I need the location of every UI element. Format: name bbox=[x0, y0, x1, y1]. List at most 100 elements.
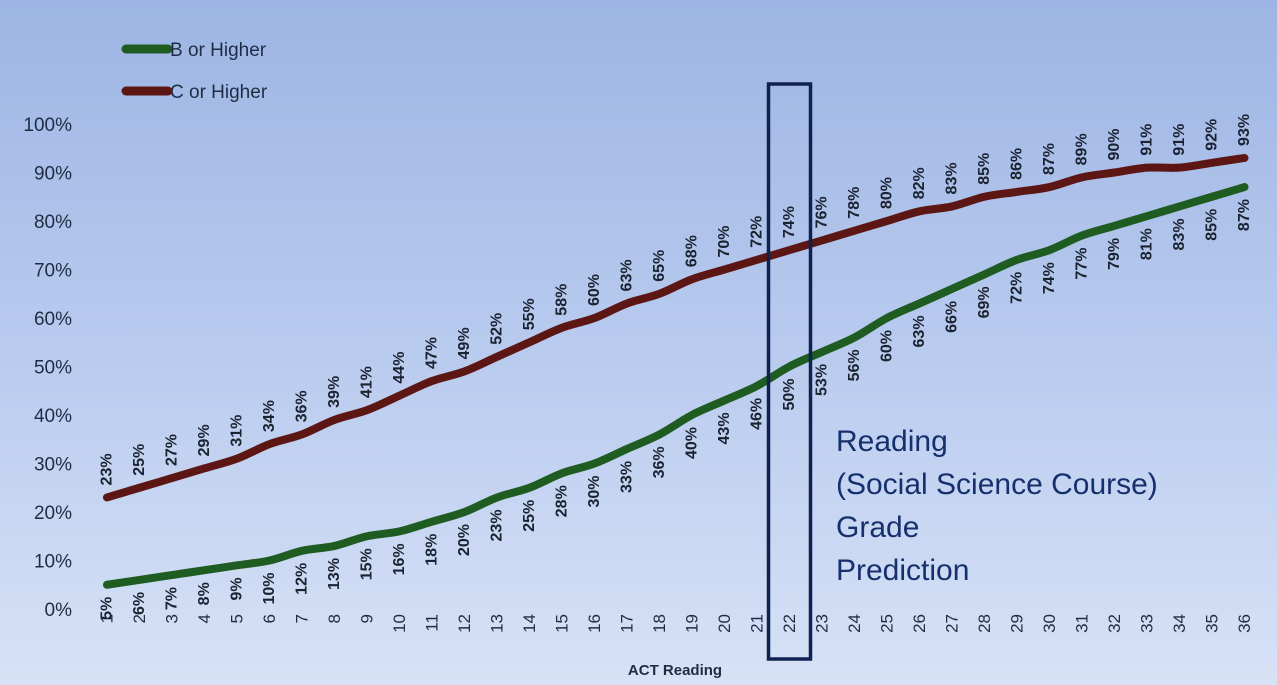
c-or-higher-data-label: 58% bbox=[554, 284, 571, 316]
c-or-higher-data-label: 90% bbox=[1106, 128, 1123, 160]
b-or-higher-data-label: 63% bbox=[911, 315, 928, 347]
b-or-higher-data-label: 56% bbox=[846, 349, 863, 381]
c-or-higher-data-label: 82% bbox=[911, 167, 928, 199]
x-tick-label: 31 bbox=[1073, 614, 1092, 633]
c-or-higher-data-label: 55% bbox=[521, 298, 538, 330]
c-or-higher-data-label: 63% bbox=[619, 259, 636, 291]
c-or-higher-data-label: 86% bbox=[1009, 148, 1026, 180]
c-or-higher-data-label: 89% bbox=[1074, 133, 1091, 165]
x-tick-label: 15 bbox=[553, 614, 572, 633]
x-tick-label: 13 bbox=[488, 614, 507, 633]
x-tick-label: 10 bbox=[390, 614, 409, 633]
b-or-higher-data-label: 25% bbox=[521, 500, 538, 532]
x-tick-label: 35 bbox=[1203, 614, 1222, 633]
b-or-higher-data-label: 30% bbox=[586, 476, 603, 508]
b-or-higher-data-label: 50% bbox=[781, 379, 798, 411]
x-tick-label: 22 bbox=[780, 614, 799, 633]
b-or-higher-data-label: 8% bbox=[196, 582, 213, 605]
b-or-higher-data-label: 9% bbox=[229, 577, 246, 600]
c-or-higher-data-label: 49% bbox=[456, 327, 473, 359]
legend-label-c: C or Higher bbox=[170, 82, 268, 103]
c-or-higher-data-label: 78% bbox=[846, 187, 863, 219]
c-or-higher-data-label: 74% bbox=[781, 206, 798, 238]
x-tick-label: 28 bbox=[975, 614, 994, 633]
b-or-higher-data-label: 87% bbox=[1236, 199, 1253, 231]
b-or-higher-data-label: 20% bbox=[456, 524, 473, 556]
b-or-higher-data-label: 6% bbox=[131, 592, 148, 615]
x-tick-label: 6 bbox=[260, 614, 279, 623]
c-or-higher-line bbox=[103, 153, 1249, 502]
c-or-higher-data-label: 31% bbox=[229, 415, 246, 447]
b-or-higher-data-label: 72% bbox=[1009, 272, 1026, 304]
x-tick-label: 21 bbox=[748, 614, 767, 633]
b-or-higher-data-label: 79% bbox=[1106, 238, 1123, 270]
x-tick-label: 19 bbox=[683, 614, 702, 633]
y-tick-label: 30% bbox=[34, 455, 72, 476]
c-or-higher-data-label: 80% bbox=[879, 177, 896, 209]
annotation-line: Reading bbox=[836, 425, 948, 458]
y-tick-label: 50% bbox=[34, 358, 72, 379]
y-tick-label: 70% bbox=[34, 261, 72, 282]
legend-label-b: B or Higher bbox=[170, 40, 267, 61]
c-or-higher-data-label: 76% bbox=[814, 196, 831, 228]
b-or-higher-data-label: 74% bbox=[1041, 262, 1058, 294]
b-or-higher-data-label: 60% bbox=[879, 330, 896, 362]
y-tick-label: 10% bbox=[34, 552, 72, 573]
c-or-higher-data-label: 68% bbox=[684, 235, 701, 267]
x-tick-label: 3 bbox=[163, 614, 182, 623]
annotation-line: Prediction bbox=[836, 554, 970, 587]
b-or-higher-data-label: 43% bbox=[716, 412, 733, 444]
y-tick-label: 60% bbox=[34, 309, 72, 330]
c-or-higher-data-label: 25% bbox=[131, 444, 148, 476]
x-tick-label: 4 bbox=[195, 614, 214, 623]
y-tick-label: 40% bbox=[34, 406, 72, 427]
x-axis-title: ACT Reading bbox=[628, 662, 722, 679]
b-or-higher-data-label: 83% bbox=[1171, 218, 1188, 250]
c-or-higher-data-label: 27% bbox=[164, 434, 181, 466]
b-or-higher-data-label: 66% bbox=[944, 301, 961, 333]
c-or-higher-data-label: 85% bbox=[976, 153, 993, 185]
b-or-higher-line bbox=[103, 183, 1249, 589]
c-or-higher-data-label: 72% bbox=[749, 216, 766, 248]
x-tick-label: 27 bbox=[943, 614, 962, 633]
y-tick-label: 20% bbox=[34, 503, 72, 524]
b-or-higher-data-label: 77% bbox=[1074, 248, 1091, 280]
x-tick-label: 9 bbox=[358, 614, 377, 623]
x-tick-label: 30 bbox=[1040, 614, 1059, 633]
b-or-higher-data-label: 28% bbox=[554, 485, 571, 517]
annotation-line: (Social Science Course) bbox=[836, 468, 1158, 501]
b-or-higher-data-label: 10% bbox=[261, 573, 278, 605]
c-or-higher-data-label: 70% bbox=[716, 225, 733, 257]
c-or-higher-data-label: 65% bbox=[651, 250, 668, 282]
y-tick-label: 90% bbox=[34, 164, 72, 185]
c-or-higher-data-label: 34% bbox=[261, 400, 278, 432]
b-or-higher-data-label: 15% bbox=[359, 548, 376, 580]
x-tick-label: 5 bbox=[228, 614, 247, 623]
x-tick-label: 26 bbox=[910, 614, 929, 633]
c-or-higher-data-label: 87% bbox=[1041, 143, 1058, 175]
b-or-higher-data-label: 7% bbox=[164, 587, 181, 610]
annotation-line: Grade bbox=[836, 511, 920, 544]
b-or-higher-data-label: 36% bbox=[651, 446, 668, 478]
c-or-higher-data-label: 91% bbox=[1139, 124, 1156, 156]
y-tick-label: 100% bbox=[23, 115, 72, 136]
c-or-higher-data-label: 60% bbox=[586, 274, 603, 306]
x-tick-label: 32 bbox=[1105, 614, 1124, 633]
x-tick-label: 24 bbox=[845, 614, 864, 633]
b-or-higher-data-label: 18% bbox=[424, 534, 441, 566]
x-tick-label: 8 bbox=[325, 614, 344, 623]
b-or-higher-data-label: 69% bbox=[976, 286, 993, 318]
b-or-higher-data-label: 33% bbox=[619, 461, 636, 493]
x-tick-label: 16 bbox=[585, 614, 604, 633]
y-tick-label: 0% bbox=[45, 600, 73, 621]
b-or-higher-data-label: 12% bbox=[294, 563, 311, 595]
x-tick-label: 33 bbox=[1138, 614, 1157, 633]
b-or-higher-data-label: 16% bbox=[391, 543, 408, 575]
c-or-higher-data-label: 23% bbox=[99, 453, 116, 485]
x-tick-label: 17 bbox=[618, 614, 637, 633]
b-or-higher-data-label: 85% bbox=[1204, 209, 1221, 241]
x-tick-label: 23 bbox=[813, 614, 832, 633]
x-tick-label: 2 bbox=[130, 614, 149, 623]
